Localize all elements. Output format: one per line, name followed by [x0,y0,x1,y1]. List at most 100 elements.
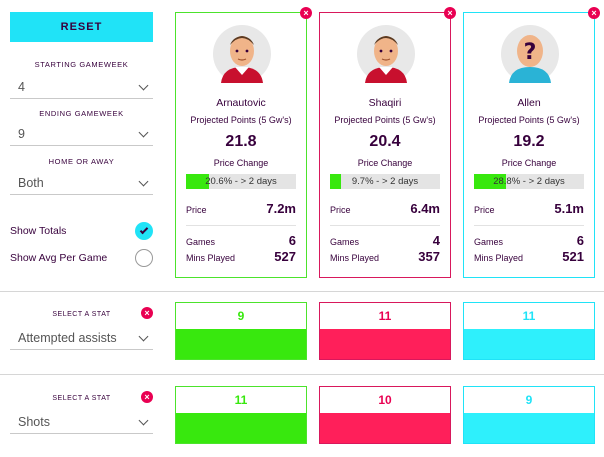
player-avatar-icon [357,25,415,83]
home-away-value: Both [18,175,44,190]
chevron-down-icon [138,331,149,342]
player-name: Arnautovic [216,97,266,109]
reset-button[interactable]: RESET [10,12,153,42]
mins-row: Mins Played 521 [474,249,584,264]
ending-gameweek-label: ENDING GAMEWEEK [39,109,124,118]
price-change-text: 28.8% - > 2 days [493,176,565,187]
chevron-down-icon [138,176,149,187]
player-avatar-icon [213,25,271,83]
games-label: Games [186,237,216,247]
stat-value-box: 10 [319,386,451,444]
games-value: 4 [432,233,440,248]
price-change-bar: 9.7% - > 2 days [330,174,440,189]
close-icon[interactable]: × [444,7,456,19]
mins-value: 357 [418,249,440,264]
show-avg-label: Show Avg Per Game [10,252,108,264]
show-totals-checkbox[interactable] [135,222,153,240]
chevron-down-icon [138,127,149,138]
stat-bar [320,413,450,443]
chevron-down-icon [138,415,149,426]
close-icon[interactable]: × [588,7,600,19]
stat-bar [464,413,594,443]
games-row: Games 6 [474,233,584,248]
player-name: Shaqiri [368,97,402,109]
player-card: × Shaqiri Projected Points (5 Gw's) 20.4… [319,7,456,278]
divider [474,225,584,226]
show-avg-option[interactable]: Show Avg Per Game [10,248,153,268]
stat-value: 9 [176,303,306,329]
stat-select[interactable]: Attempted assists [10,326,153,350]
svg-text:?: ? [524,40,537,65]
projected-points-label: Projected Points (5 Gw's) [190,115,292,125]
price-label: Price [330,205,351,215]
show-avg-checkbox[interactable] [135,249,153,267]
stat-value: 9 [464,387,594,413]
divider [186,225,296,226]
stat-select[interactable]: Shots [10,410,153,434]
stat-value-box: 11 [463,302,595,360]
stat-value-box: 11 [175,386,307,444]
divider [0,291,604,292]
price-label: Price [186,205,207,215]
price-change-bar: 28.8% - > 2 days [474,174,584,189]
close-icon[interactable]: × [300,7,312,19]
close-icon[interactable]: × [141,307,153,319]
stat-bar [176,329,306,359]
stat-select-value: Attempted assists [18,330,117,345]
stat-value-box: 9 [175,302,307,360]
price-row: Price 5.1m [474,201,584,216]
starting-gameweek-label: STARTING GAMEWEEK [34,60,129,69]
unknown-player-icon: ? [501,25,559,83]
divider [0,374,604,375]
games-label: Games [474,237,504,247]
home-away-select[interactable]: Both [10,171,153,195]
mins-label: Mins Played [474,253,524,263]
ending-gameweek-select[interactable]: 9 [10,122,153,146]
projected-points-label: Projected Points (5 Gw's) [334,115,436,125]
stat-bar [464,329,594,359]
price-change-fill [186,174,209,189]
mins-label: Mins Played [186,253,236,263]
stat-bar [320,329,450,359]
select-stat-label: SELECT A STAT [52,395,111,402]
games-label: Games [330,237,360,247]
games-row: Games 6 [186,233,296,248]
games-value: 6 [576,233,584,248]
projected-points-value: 19.2 [513,133,545,150]
price-change-text: 20.6% - > 2 days [205,176,277,187]
games-value: 6 [288,233,296,248]
show-totals-label: Show Totals [10,225,67,237]
price-row: Price 7.2m [186,201,296,216]
stat-bar [176,413,306,443]
show-totals-option[interactable]: Show Totals [10,221,153,241]
close-icon[interactable]: × [141,391,153,403]
projected-points-label: Projected Points (5 Gw's) [478,115,580,125]
starting-gameweek-value: 4 [18,79,25,94]
player-name: Allen [517,97,541,109]
mins-value: 527 [274,249,296,264]
price-change-text: 9.7% - > 2 days [351,176,419,187]
projected-points-value: 20.4 [369,133,401,150]
chevron-down-icon [138,80,149,91]
mins-row: Mins Played 527 [186,249,296,264]
projected-points-value: 21.8 [225,133,257,150]
divider [330,225,440,226]
price-change-fill [474,174,506,189]
select-stat-label: SELECT A STAT [52,311,111,318]
stat-value-box: 11 [319,302,451,360]
price-change-bar: 20.6% - > 2 days [186,174,296,189]
games-row: Games 4 [330,233,440,248]
stat-value-box: 9 [463,386,595,444]
mins-value: 521 [562,249,584,264]
starting-gameweek-select[interactable]: 4 [10,75,153,99]
price-row: Price 6.4m [330,201,440,216]
price-label: Price [474,205,495,215]
price-change-label: Price Change [501,158,557,168]
stat-value: 10 [320,387,450,413]
price-value: 6.4m [410,201,440,216]
stat-select-value: Shots [18,414,50,429]
price-value: 5.1m [554,201,584,216]
price-change-label: Price Change [357,158,413,168]
player-card: × Arnautovic Projected Points (5 Gw's) 2… [175,7,312,278]
stat-value: 11 [320,303,450,329]
